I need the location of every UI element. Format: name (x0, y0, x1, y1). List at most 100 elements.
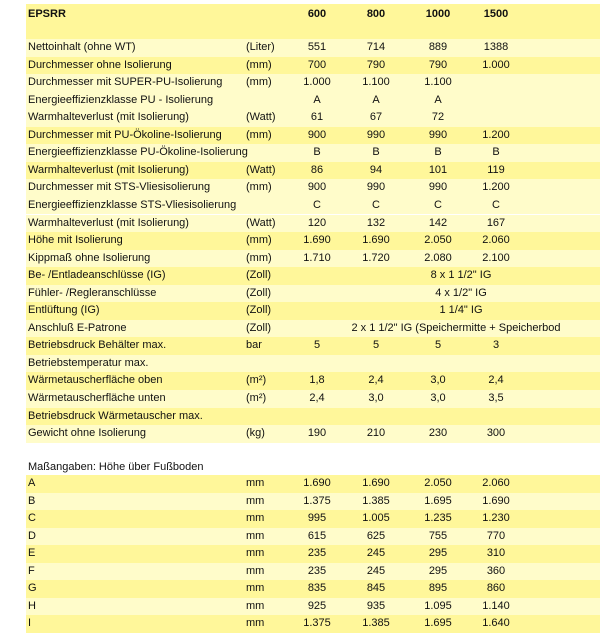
model-header: 600 (307, 8, 327, 20)
row-value: 86 (310, 163, 324, 176)
row-unit: (Zoll) (246, 269, 272, 282)
row-value: 1.690 (303, 234, 331, 247)
row-label: B (28, 494, 36, 507)
row-label: F (28, 564, 35, 577)
row-unit: mm (246, 512, 265, 524)
table-row: Fühler- /Regleranschlüsse (Zoll) 4 x 1/2" … (26, 284, 600, 303)
table-row: Betriebstemperatur max. (26, 354, 600, 373)
table-row: Durchmesser ohne Isolierung (mm) 700 790 790… (26, 56, 600, 75)
table-row: Entlüftung (IG) (Zoll) 1 1/4" IG (26, 302, 600, 320)
table-row: Be- /Entladeanschlüsse (IG) (Zoll) 8 x 1 1… (26, 267, 600, 285)
row-value: 142 (428, 216, 448, 229)
row-label: I (28, 617, 32, 629)
row-unit: (mm) (246, 181, 272, 194)
row-value: 3,0 (368, 392, 384, 404)
row-label: Wärmetauscherfläche oben (28, 374, 163, 387)
row-value: 360 (486, 564, 506, 577)
row-label: Wärmetauscherfläche unten (28, 392, 166, 404)
row-unit: mm (246, 582, 265, 594)
row-label: Betriebsdruck Behälter max. (28, 339, 167, 352)
row-value: 990 (366, 181, 386, 194)
row-value: 1.095 (424, 599, 452, 612)
row-value: 1.100 (424, 76, 452, 89)
row-value: 1,8 (309, 374, 325, 387)
row-unit: mm (246, 529, 265, 542)
row-unit: (Watt) (246, 216, 276, 229)
row-label: Energieeffizienzklasse STS-Vliesisolieru… (28, 198, 237, 211)
row-value: 1.140 (482, 599, 510, 612)
row-value: 295 (428, 547, 448, 559)
row-label: Anschluß E-Patrone (28, 321, 127, 334)
row-label: Warmhalteverlust (mit Isolierung) (28, 163, 189, 176)
row-value: 1.230 (482, 512, 510, 524)
table-row: Warmhalteverlust (mit Isolierung) (Watt) 1… (26, 214, 600, 232)
table-row: Betriebsdruck Wärmetauscher max. (26, 407, 600, 426)
row-label: Durchmesser mit PU-Ökoline-Isolierung (28, 128, 222, 141)
row-label: Betriebstemperatur max. (28, 356, 149, 369)
row-value: 790 (366, 58, 386, 71)
row-label: Durchmesser ohne Isolierung (28, 58, 172, 71)
row-label: Durchmesser mit STS-Vliesisolierung (28, 181, 211, 194)
row-label: Warmhalteverlust (mit Isolierung) (28, 111, 189, 124)
row-value: 120 (307, 216, 327, 229)
table-row: Kippmaß ohne Isolierung (mm) 1.710 1.720 2.0… (26, 249, 600, 268)
row-label: G (28, 582, 37, 594)
table-row: Energieeffizienzklasse STS-Vliesisolieru… (26, 196, 600, 215)
row-value: 61 (310, 111, 324, 124)
row-value: 245 (366, 564, 386, 577)
row-label: D (28, 529, 36, 542)
row-unit: mm (246, 494, 265, 507)
row-label: Warmhalteverlust (mit Isolierung) (28, 216, 189, 229)
row-value: 845 (366, 582, 386, 594)
row-label: E (28, 547, 36, 559)
row-label: C (28, 512, 36, 524)
row-label: Höhe mit Isolierung (28, 234, 123, 247)
row-value: 1.690 (482, 494, 510, 507)
row-unit: (mm) (246, 128, 272, 141)
row-value: 2,4 (309, 392, 325, 404)
table-row: Durchmesser mit SUPER-PU-Isolierung (mm) 1… (26, 74, 600, 92)
row-value: 3,0 (430, 392, 446, 404)
row-value: 900 (307, 128, 327, 141)
row-value: B (492, 146, 500, 159)
row-value: 615 (307, 529, 327, 542)
table-row: Betriebsdruck Behälter max. bar 5 5 5 3 (26, 337, 600, 355)
row-unit: (m²) (246, 392, 267, 404)
row-value: 995 (307, 512, 327, 524)
row-value: 990 (428, 128, 448, 141)
row-value: 5 (434, 339, 442, 352)
row-value: C (313, 198, 321, 211)
row-label: Energieeffizienzklasse PU-Ökoline-Isolie… (28, 146, 248, 159)
row-value: 900 (307, 181, 327, 194)
row-value: 755 (428, 529, 448, 542)
row-value: 1.000 (303, 76, 331, 89)
span-clip: 2 x 1 1/2" IG (Speichermitte + Speicherb… (276, 320, 600, 338)
row-value: 700 (307, 58, 327, 71)
product-title: EPSRR (28, 8, 66, 20)
row-value: 2.060 (482, 234, 510, 247)
row-value: 835 (307, 582, 327, 594)
table-row: Energieeffizienzklasse PU - Isolierung A A… (26, 91, 600, 110)
row-unit: (m²) (246, 374, 267, 387)
row-value: 67 (369, 111, 383, 124)
row-value: 1.720 (362, 251, 390, 264)
table-row: Höhe mit Isolierung (mm) 1.690 1.690 2.050 2.… (26, 232, 600, 250)
row-value: 1.000 (482, 58, 510, 71)
row-label: Nettoinhalt (ohne WT) (28, 41, 136, 53)
row-value: 625 (366, 529, 386, 542)
row-value: 2,4 (488, 374, 504, 387)
row-value: 300 (486, 427, 506, 440)
row-value: 2.100 (482, 251, 510, 264)
row-value: 230 (428, 427, 448, 440)
row-value: 1.200 (482, 128, 510, 141)
row-value: 2,4 (368, 374, 384, 387)
row-value: 3,5 (488, 392, 504, 404)
row-value: 860 (486, 582, 506, 594)
row-value: 5 (372, 339, 380, 352)
row-value: 990 (366, 128, 386, 141)
row-unit: (mm) (246, 234, 272, 247)
row-value: 310 (486, 547, 506, 559)
